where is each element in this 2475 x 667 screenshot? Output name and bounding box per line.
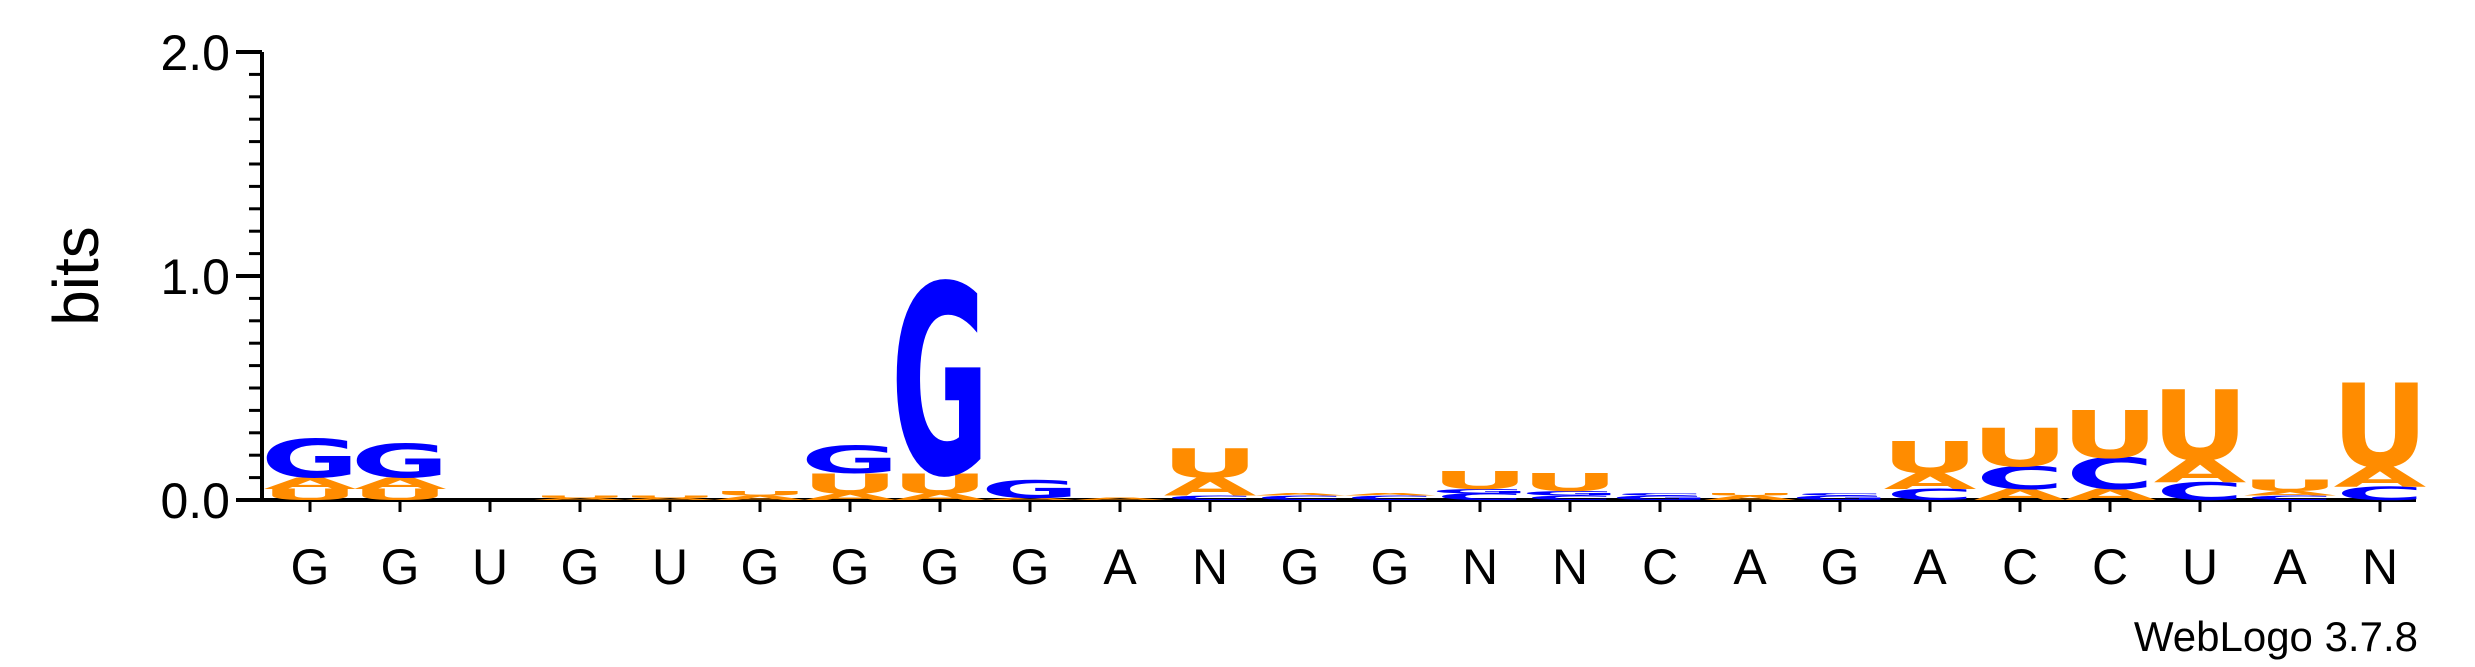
logo-letter-a: A bbox=[894, 491, 987, 502]
logo-letter-g: G bbox=[1791, 494, 1889, 501]
logo-letter-u: U bbox=[351, 486, 448, 504]
position-label: N bbox=[1552, 539, 1588, 595]
logo-letter-c: C bbox=[1976, 460, 2064, 496]
logo-letter-u: U bbox=[261, 486, 358, 504]
position-label: N bbox=[1462, 539, 1498, 595]
logo-letter-a: A bbox=[1254, 493, 1347, 497]
logo-letter-u: U bbox=[711, 490, 808, 497]
logo-letter-u: U bbox=[2061, 397, 2158, 473]
position-label: G bbox=[921, 539, 960, 595]
logo-letter-u: U bbox=[1161, 441, 1258, 488]
logo-letter-c: C bbox=[1886, 486, 1974, 504]
position-label: G bbox=[1821, 539, 1860, 595]
position-label: G bbox=[741, 539, 780, 595]
position-label: G bbox=[1011, 539, 1050, 595]
position-label: A bbox=[2273, 539, 2307, 595]
position-label: A bbox=[1733, 539, 1767, 595]
logo-letter-g: G bbox=[351, 435, 449, 489]
logo-letter-a: A bbox=[984, 497, 1077, 501]
logo-letter-g: G bbox=[981, 475, 1079, 504]
position-label: G bbox=[831, 539, 870, 595]
logo-letter-g: G bbox=[891, 230, 989, 535]
logo-letter-c: C bbox=[2246, 494, 2334, 501]
logo-letter-a: A bbox=[354, 475, 447, 493]
logo-letter-a: A bbox=[2334, 461, 2427, 494]
logo-letter-u: U bbox=[621, 495, 718, 499]
logo-letter-c: C bbox=[1256, 494, 1344, 501]
position-label: C bbox=[2092, 539, 2128, 595]
position-label: N bbox=[1192, 539, 1228, 595]
position-label: G bbox=[1281, 539, 1320, 595]
y-tick-label: 2.0 bbox=[160, 25, 230, 81]
logo-letter-u: U bbox=[2151, 370, 2248, 483]
logo-letter-a: A bbox=[2064, 486, 2157, 504]
y-ticks: 0.0 1.0 2.0 bbox=[160, 25, 262, 529]
logo-letter-u: U bbox=[1881, 433, 1978, 484]
logo-letter-u: U bbox=[1971, 417, 2068, 479]
logo-letter-u: U bbox=[1521, 468, 1618, 497]
logo-letter-a: A bbox=[1974, 486, 2067, 504]
logo-letter-a: A bbox=[714, 494, 807, 501]
position-label: G bbox=[1371, 539, 1410, 595]
logo-letter-a: A bbox=[1884, 469, 1977, 494]
logo-letter-a: A bbox=[2244, 490, 2337, 497]
logo-letter-u: U bbox=[2331, 360, 2428, 494]
logo-letter-a: A bbox=[804, 491, 897, 502]
logo-letter-g: G bbox=[261, 429, 359, 491]
logo-letter-g: G bbox=[801, 439, 899, 482]
logo-letter-a: A bbox=[2154, 453, 2247, 489]
logo-letter-c: C bbox=[1526, 494, 1614, 501]
position-label: A bbox=[1103, 539, 1137, 595]
logo-letter-c: C bbox=[1166, 494, 1254, 501]
logo-letter-c: C bbox=[2066, 449, 2154, 500]
position-label: U bbox=[652, 539, 688, 595]
logo-letter-g: G bbox=[1521, 490, 1619, 497]
position-label: U bbox=[2182, 539, 2218, 595]
position-label: C bbox=[1642, 539, 1678, 595]
logo-letter-u: U bbox=[531, 495, 628, 499]
logo-letter-a: A bbox=[1704, 494, 1797, 501]
logo-letter-a: A bbox=[264, 475, 357, 493]
y-tick-label: 0.0 bbox=[160, 473, 230, 529]
logo-letter-g: G bbox=[1611, 494, 1709, 501]
logo-letter-c: C bbox=[1346, 494, 1434, 501]
logo-letter-a: A bbox=[624, 497, 717, 501]
position-label: U bbox=[472, 539, 508, 595]
logo-letter-a: A bbox=[1164, 473, 1257, 502]
logo-letter-c: C bbox=[1616, 493, 1704, 497]
position-label: A bbox=[1913, 539, 1947, 595]
y-axis-label: bits bbox=[40, 226, 112, 326]
weblogo-credit: WebLogo 3.7.8 bbox=[2134, 613, 2418, 660]
position-label: G bbox=[381, 539, 420, 595]
logo-letter-u: U bbox=[801, 467, 898, 500]
position-label: G bbox=[561, 539, 600, 595]
logo-letter-u: U bbox=[1431, 466, 1528, 495]
y-tick-label: 1.0 bbox=[160, 249, 230, 305]
logo-letter-a: A bbox=[534, 497, 627, 501]
logo-letter-g: G bbox=[1431, 488, 1529, 495]
logo-letter-c: C bbox=[2336, 483, 2424, 505]
position-label: N bbox=[2362, 539, 2398, 595]
logo-letter-c: C bbox=[1436, 491, 1524, 502]
position-label: C bbox=[2002, 539, 2038, 595]
logo-letter-c: C bbox=[1796, 493, 1884, 497]
logo-letter-u: U bbox=[1701, 493, 1798, 497]
logo-letter-u: U bbox=[891, 467, 988, 500]
logo-letter-a: A bbox=[1074, 497, 1167, 501]
position-label: G bbox=[291, 539, 330, 595]
logo-letter-a: A bbox=[1344, 493, 1437, 497]
logo-letter-u: U bbox=[2241, 477, 2338, 495]
